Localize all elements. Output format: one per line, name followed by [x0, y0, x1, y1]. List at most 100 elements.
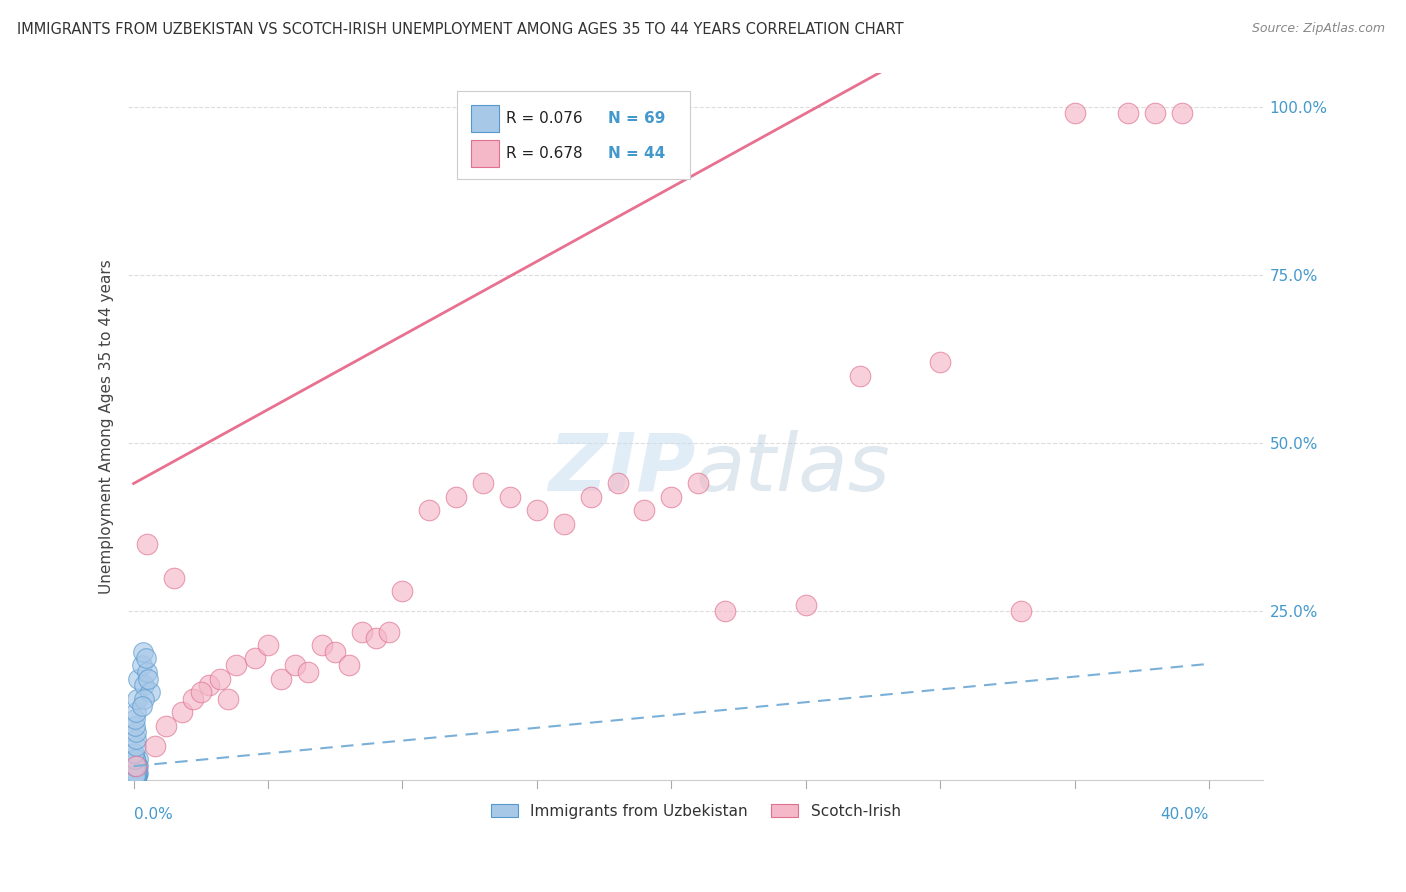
Point: [127, 752, 149, 766]
Point: [127, 765, 149, 780]
Point: [297, 665, 319, 679]
Point: [125, 769, 148, 783]
Point: [124, 769, 146, 783]
Point: [714, 604, 737, 618]
Point: [124, 765, 146, 780]
Point: [125, 765, 148, 780]
FancyBboxPatch shape: [471, 104, 499, 132]
Text: IMMIGRANTS FROM UZBEKISTAN VS SCOTCH-IRISH UNEMPLOYMENT AMONG AGES 35 TO 44 YEAR: IMMIGRANTS FROM UZBEKISTAN VS SCOTCH-IRI…: [17, 22, 904, 37]
Point: [125, 769, 148, 783]
Point: [848, 368, 870, 383]
Point: [131, 658, 153, 673]
Point: [163, 571, 186, 585]
Text: atlas: atlas: [696, 430, 890, 508]
Point: [217, 691, 239, 706]
Point: [125, 769, 148, 783]
Point: [1010, 604, 1032, 618]
Point: [135, 651, 157, 665]
Point: [444, 490, 467, 504]
Point: [124, 759, 146, 773]
Point: [659, 490, 682, 504]
Point: [1118, 106, 1140, 120]
Point: [170, 706, 193, 720]
Point: [125, 691, 148, 706]
Point: [127, 759, 149, 773]
Point: [155, 719, 177, 733]
Point: [125, 769, 148, 783]
Point: [125, 759, 148, 773]
Point: [124, 769, 146, 783]
Point: [929, 355, 952, 369]
Point: [190, 685, 212, 699]
Point: [124, 759, 146, 773]
Point: [124, 752, 146, 766]
Point: [125, 769, 148, 783]
Point: [125, 739, 148, 753]
Point: [124, 752, 146, 766]
Point: [391, 584, 413, 599]
Point: [124, 732, 146, 747]
Point: [225, 658, 247, 673]
FancyBboxPatch shape: [471, 140, 499, 167]
Y-axis label: Unemployment Among Ages 35 to 44 years: Unemployment Among Ages 35 to 44 years: [100, 259, 114, 594]
Text: 40.0%: 40.0%: [1160, 806, 1209, 822]
Point: [125, 759, 148, 773]
Point: [125, 759, 148, 773]
Point: [136, 665, 159, 679]
Point: [553, 516, 575, 531]
Point: [243, 651, 266, 665]
Point: [131, 698, 153, 713]
Text: 0.0%: 0.0%: [134, 806, 173, 822]
Point: [124, 752, 146, 766]
Point: [124, 769, 146, 783]
Text: ZIP: ZIP: [548, 430, 696, 508]
Point: [125, 706, 148, 720]
Point: [124, 769, 146, 783]
Point: [633, 503, 655, 517]
Point: [125, 765, 148, 780]
Point: [125, 769, 148, 783]
Point: [134, 678, 156, 692]
Point: [270, 672, 292, 686]
Point: [579, 490, 602, 504]
Point: [125, 769, 148, 783]
Point: [688, 476, 710, 491]
Point: [198, 678, 221, 692]
Point: [124, 765, 146, 780]
Point: [143, 739, 166, 753]
Point: [127, 672, 149, 686]
Point: [124, 769, 146, 783]
Point: [1144, 106, 1167, 120]
Point: [124, 765, 146, 780]
Point: [136, 537, 159, 551]
Point: [124, 746, 146, 760]
Point: [526, 503, 548, 517]
Point: [418, 503, 440, 517]
Text: Source: ZipAtlas.com: Source: ZipAtlas.com: [1251, 22, 1385, 36]
Point: [139, 685, 162, 699]
Point: [124, 719, 146, 733]
Point: [378, 624, 401, 639]
Point: [1171, 106, 1194, 120]
Point: [125, 725, 148, 739]
FancyBboxPatch shape: [457, 91, 690, 179]
Point: [138, 672, 160, 686]
Point: [364, 632, 387, 646]
Point: [323, 645, 346, 659]
Point: [125, 759, 148, 773]
Point: [125, 769, 148, 783]
Point: [125, 759, 148, 773]
Point: [124, 759, 146, 773]
Point: [499, 490, 522, 504]
Legend: Immigrants from Uzbekistan, Scotch-Irish: Immigrants from Uzbekistan, Scotch-Irish: [485, 797, 907, 825]
Point: [125, 769, 148, 783]
Point: [311, 638, 333, 652]
Point: [132, 645, 155, 659]
Point: [124, 769, 146, 783]
Point: [125, 765, 148, 780]
Point: [124, 759, 146, 773]
Text: R = 0.678: R = 0.678: [506, 146, 582, 161]
Point: [472, 476, 495, 491]
Point: [125, 765, 148, 780]
Point: [124, 759, 146, 773]
